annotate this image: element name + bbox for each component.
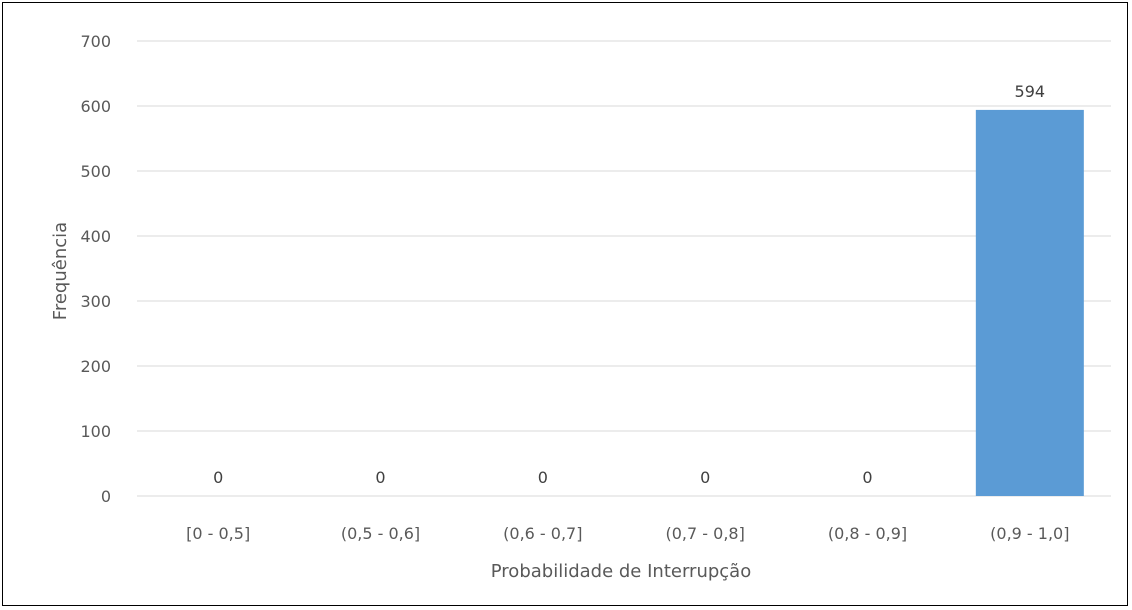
x-tick-label: (0,6 - 0,7] [503, 524, 582, 543]
data-label: 0 [862, 468, 872, 487]
y-tick-label: 700 [80, 32, 111, 51]
x-tick-label: (0,9 - 1,0] [990, 524, 1069, 543]
y-tick-label: 100 [80, 422, 111, 441]
x-tick-label: (0,8 - 0,9] [828, 524, 907, 543]
x-tick-label: [0 - 0,5] [186, 524, 250, 543]
data-labels: 0 0 0 0 0 594 [213, 82, 1045, 487]
y-tick-label: 500 [80, 162, 111, 181]
y-tick-label: 300 [80, 292, 111, 311]
data-label: 594 [1015, 82, 1046, 101]
gridlines [137, 40, 1111, 497]
y-tick-label: 200 [80, 357, 111, 376]
x-axis-title: Probabilidade de Interrupção [491, 561, 751, 582]
data-label: 0 [213, 468, 223, 487]
bar-chart: 0 100 200 300 400 500 600 700 0 0 0 0 0 594 [0 - 0,5… [50, 32, 1111, 582]
y-axis-title: Frequência [50, 222, 71, 320]
x-tick-label: (0,5 - 0,6] [341, 524, 420, 543]
x-axis-tick-labels: [0 - 0,5] (0,5 - 0,6] (0,6 - 0,7] (0,7 - 0,… [186, 524, 1069, 543]
bars [975, 109, 1084, 497]
y-tick-label: 600 [80, 97, 111, 116]
bar [975, 109, 1084, 497]
data-label: 0 [375, 468, 385, 487]
data-label: 0 [538, 468, 548, 487]
data-label: 0 [700, 468, 710, 487]
y-tick-label: 400 [80, 227, 111, 246]
y-tick-label: 0 [101, 487, 111, 506]
y-axis-tick-labels: 0 100 200 300 400 500 600 700 [80, 32, 111, 506]
x-tick-label: (0,7 - 0,8] [666, 524, 745, 543]
